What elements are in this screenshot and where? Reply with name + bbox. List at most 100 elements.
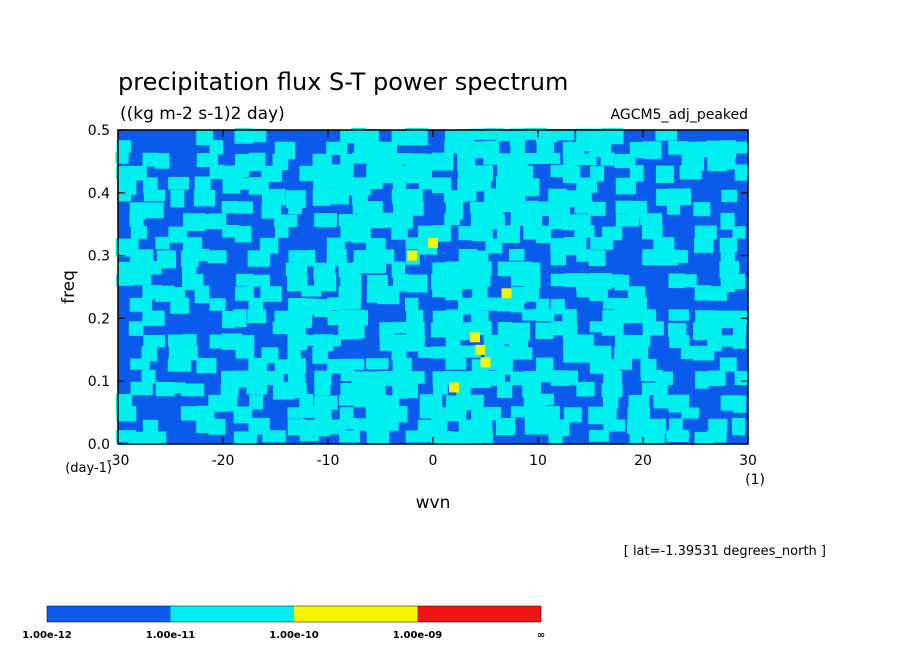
contour-cell (472, 285, 488, 299)
contour-cell (694, 285, 712, 301)
contour-cell (128, 321, 144, 336)
contour-cell (353, 395, 377, 408)
contour-cell (262, 430, 286, 443)
contour-cell (718, 335, 734, 347)
contour-cell (548, 431, 563, 444)
contour-cell (681, 407, 700, 419)
contour-cell (339, 165, 354, 178)
contour-cell (656, 188, 672, 206)
contour-cell (417, 430, 435, 442)
contour-cell (393, 406, 408, 423)
contour-cell (497, 321, 513, 335)
contour-cell (340, 153, 354, 167)
contour-cell (116, 274, 134, 286)
contour-cell (314, 213, 338, 227)
contour-cell (469, 250, 489, 263)
contour-cell (588, 128, 602, 143)
contour-cell (496, 129, 512, 142)
contour-cell (391, 346, 407, 361)
x-tick-label: 10 (529, 453, 547, 469)
contour-cell (733, 310, 747, 324)
y-tick-label: 0.0 (88, 437, 110, 453)
contour-cell (629, 334, 651, 347)
contour-cell (377, 371, 398, 386)
contour-cell (406, 310, 424, 325)
contour-cell (168, 176, 190, 190)
contour-cell (287, 358, 307, 373)
contour-cell (708, 418, 728, 432)
contour-cell (574, 225, 595, 238)
contour-cell (495, 417, 516, 436)
contour-cell (418, 346, 441, 358)
contour-cell (693, 202, 711, 217)
contour-cell (589, 321, 604, 333)
contour-cell (326, 248, 347, 267)
colorbar-swatch (294, 606, 418, 622)
contour-cell (378, 406, 396, 421)
contour-cell (235, 177, 259, 190)
contour-cell (419, 406, 435, 419)
contour-cell (208, 213, 227, 230)
contour-cell (168, 382, 186, 394)
contour-cell (496, 297, 515, 312)
contour-cell (274, 214, 298, 227)
contour-cell (299, 334, 319, 346)
contour-cell (615, 357, 632, 370)
contour-cell (470, 128, 491, 140)
contour-cell (523, 200, 539, 218)
contour-cell (207, 250, 227, 264)
contour-cell (260, 286, 282, 302)
contour-cell (431, 346, 451, 359)
contour-cell (615, 214, 640, 227)
contour-cell (731, 273, 746, 290)
contour-cell (248, 128, 267, 143)
contour-cell (443, 370, 460, 385)
contour-cell (288, 201, 302, 215)
contour-cell (170, 189, 185, 208)
contour-cell (246, 274, 270, 287)
contour-cell (732, 333, 746, 349)
contour-cell (694, 225, 717, 240)
contour-cell (377, 286, 400, 305)
contour-cell (469, 430, 493, 443)
contour-cell (208, 418, 226, 435)
highlight-cell (501, 288, 512, 299)
contour-cell (351, 322, 365, 339)
contour-cell (351, 224, 371, 243)
contour-cell (130, 249, 154, 263)
colorbar-frame (46, 605, 542, 623)
contour-cell (732, 417, 746, 436)
contour-cell (550, 298, 565, 315)
contour-cell (379, 249, 395, 264)
highlight-cells (407, 238, 512, 393)
contour-cell (286, 322, 306, 335)
contour-cell (589, 430, 609, 442)
contour-cell (142, 152, 158, 167)
contour-cell (339, 394, 358, 406)
contour-cell (285, 262, 308, 276)
contour-cell (260, 370, 284, 386)
contour-cell (470, 226, 493, 242)
y-tick-label: 0.1 (88, 374, 110, 390)
contour-cell (496, 381, 513, 399)
contour-cell (444, 213, 461, 226)
contour-cell (366, 201, 383, 214)
contour-cell (484, 406, 502, 421)
contour-cell (456, 129, 475, 144)
chart-subtitle: ((kg m-2 s-1)2 day) (120, 104, 285, 124)
contour-cell (642, 224, 663, 240)
x-axis-unit: (1) (745, 472, 765, 488)
x-tick-label: -20 (212, 453, 235, 469)
contour-cell (614, 153, 636, 169)
contour-cell (666, 429, 689, 443)
contour-cell (115, 152, 129, 164)
contour-cell (431, 152, 454, 171)
contour-cell (234, 165, 250, 177)
contour-cell (472, 261, 492, 276)
contour-cell (143, 189, 166, 202)
contour-cell (234, 128, 253, 144)
contour-cell (272, 321, 291, 335)
contour-cell (129, 297, 153, 312)
contour-cell (590, 345, 612, 362)
contour-cell (209, 164, 224, 180)
